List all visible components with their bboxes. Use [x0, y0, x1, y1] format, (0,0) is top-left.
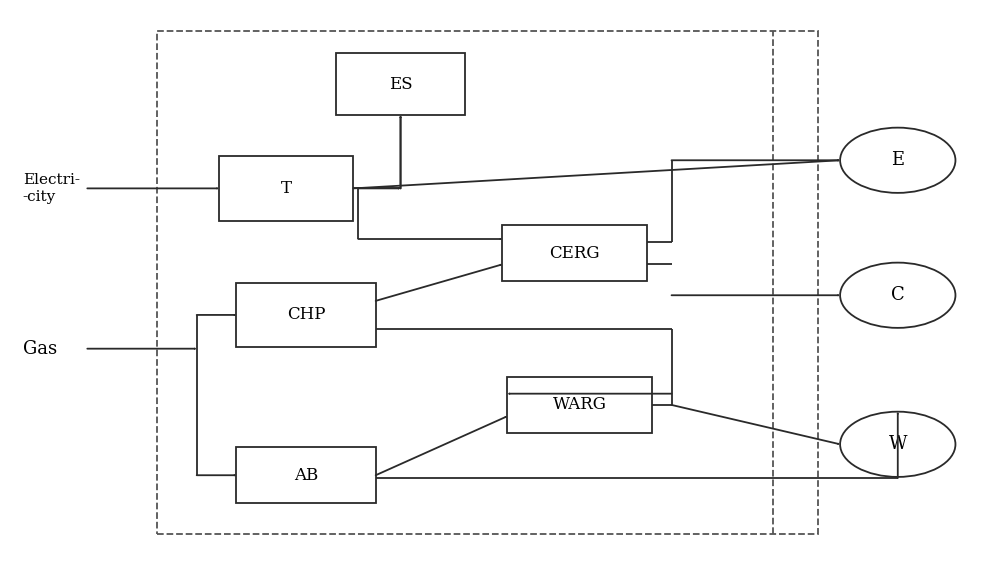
Bar	[502, 225, 647, 281]
Circle shape	[840, 262, 955, 328]
Text: -city: -city	[23, 190, 56, 204]
Text: C: C	[891, 286, 905, 304]
Circle shape	[840, 412, 955, 477]
Bar	[336, 53, 465, 115]
Text: Electri-: Electri-	[23, 173, 80, 187]
Text: W: W	[889, 435, 907, 453]
Bar	[236, 283, 376, 347]
Text: ES: ES	[389, 76, 412, 93]
Circle shape	[840, 128, 955, 193]
Text: WARG: WARG	[553, 396, 606, 414]
Text: E: E	[891, 151, 904, 169]
Text: T: T	[281, 180, 292, 197]
Text: Gas: Gas	[23, 340, 57, 358]
Text: AB: AB	[294, 467, 318, 484]
Bar	[236, 447, 376, 503]
Bar	[219, 156, 353, 221]
Text: CHP: CHP	[287, 306, 325, 323]
Bar	[507, 377, 652, 433]
Text: CERG: CERG	[549, 245, 600, 262]
Bar	[157, 31, 818, 534]
